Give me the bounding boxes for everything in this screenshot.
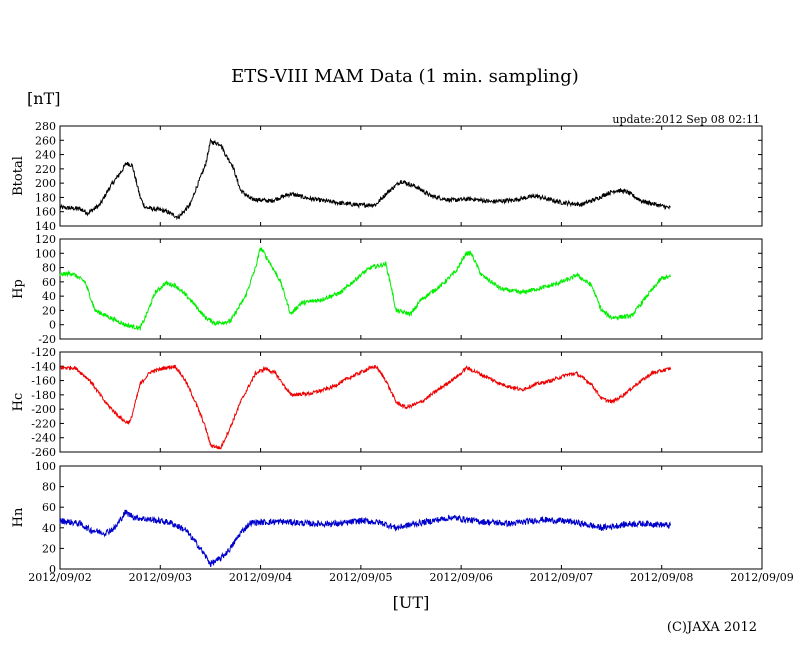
y-tick-label: -220 xyxy=(31,417,56,430)
x-tick-label: 2012/09/05 xyxy=(329,571,392,584)
panel-frame-btotal xyxy=(59,125,763,227)
y-tick-label: 100 xyxy=(35,460,56,473)
y-tick-label: 60 xyxy=(42,501,56,514)
y-tick-label: 280 xyxy=(35,120,56,133)
x-tick-label: 2012/09/08 xyxy=(630,571,693,584)
y-tick-label: 260 xyxy=(35,134,56,147)
x-tick-label: 2012/09/02 xyxy=(28,571,91,584)
panel-frame-hc xyxy=(59,351,763,453)
y-tick-label: 40 xyxy=(42,522,56,535)
y-tick-label: 0 xyxy=(49,319,56,332)
x-tick-label: 2012/09/03 xyxy=(129,571,192,584)
y-tick-label: 120 xyxy=(35,233,56,246)
update-timestamp: update:2012 Sep 08 02:11 xyxy=(612,113,760,126)
panel-label-btotal: Btotal xyxy=(11,156,26,196)
y-tick-label: 40 xyxy=(42,290,56,303)
x-tick-label: 2012/09/09 xyxy=(730,571,793,584)
chart-title: ETS-VIII MAM Data (1 min. sampling) xyxy=(231,66,579,87)
y-tick-label: -200 xyxy=(31,403,56,416)
x-tick-label: 2012/09/04 xyxy=(229,571,292,584)
y-tick-label: 180 xyxy=(35,191,56,204)
y-tick-label: 80 xyxy=(42,481,56,494)
y-tick-label: -260 xyxy=(31,446,56,459)
series-line-btotal xyxy=(59,137,671,221)
y-tick-label: 160 xyxy=(35,206,56,219)
series-line-hp xyxy=(59,247,672,331)
panel-frame-hp xyxy=(59,238,763,340)
y-tick-label: 100 xyxy=(35,247,56,260)
y-tick-label: -120 xyxy=(31,346,56,359)
y-tick-label: 140 xyxy=(35,220,56,233)
y-tick-label: -140 xyxy=(31,360,56,373)
y-tick-label: -240 xyxy=(31,432,56,445)
y-tick-label: 20 xyxy=(42,542,56,555)
y-tick-label: 20 xyxy=(42,304,56,317)
panel-label-hn: Hn xyxy=(11,507,26,527)
x-axis-label: [UT] xyxy=(392,593,430,612)
y-unit-label: [nT] xyxy=(27,89,61,108)
panel-label-hc: Hc xyxy=(11,393,26,412)
y-tick-label: -160 xyxy=(31,375,56,388)
panel-frame-hn xyxy=(59,465,763,570)
series-line-hn xyxy=(59,509,672,568)
x-tick-label: 2012/09/06 xyxy=(429,571,492,584)
series-line-hc xyxy=(59,364,672,450)
copyright-text: (C)JAXA 2012 xyxy=(666,620,757,635)
x-tick-label: 2012/09/07 xyxy=(530,571,593,584)
y-tick-label: 240 xyxy=(35,149,56,162)
y-tick-label: -180 xyxy=(31,389,56,402)
y-tick-label: 80 xyxy=(42,262,56,275)
y-tick-label: -20 xyxy=(38,333,56,346)
y-tick-label: 200 xyxy=(35,177,56,190)
y-tick-label: 220 xyxy=(35,163,56,176)
y-tick-label: 0 xyxy=(49,563,56,576)
y-tick-label: 60 xyxy=(42,276,56,289)
panel-label-hp: Hp xyxy=(11,279,26,299)
